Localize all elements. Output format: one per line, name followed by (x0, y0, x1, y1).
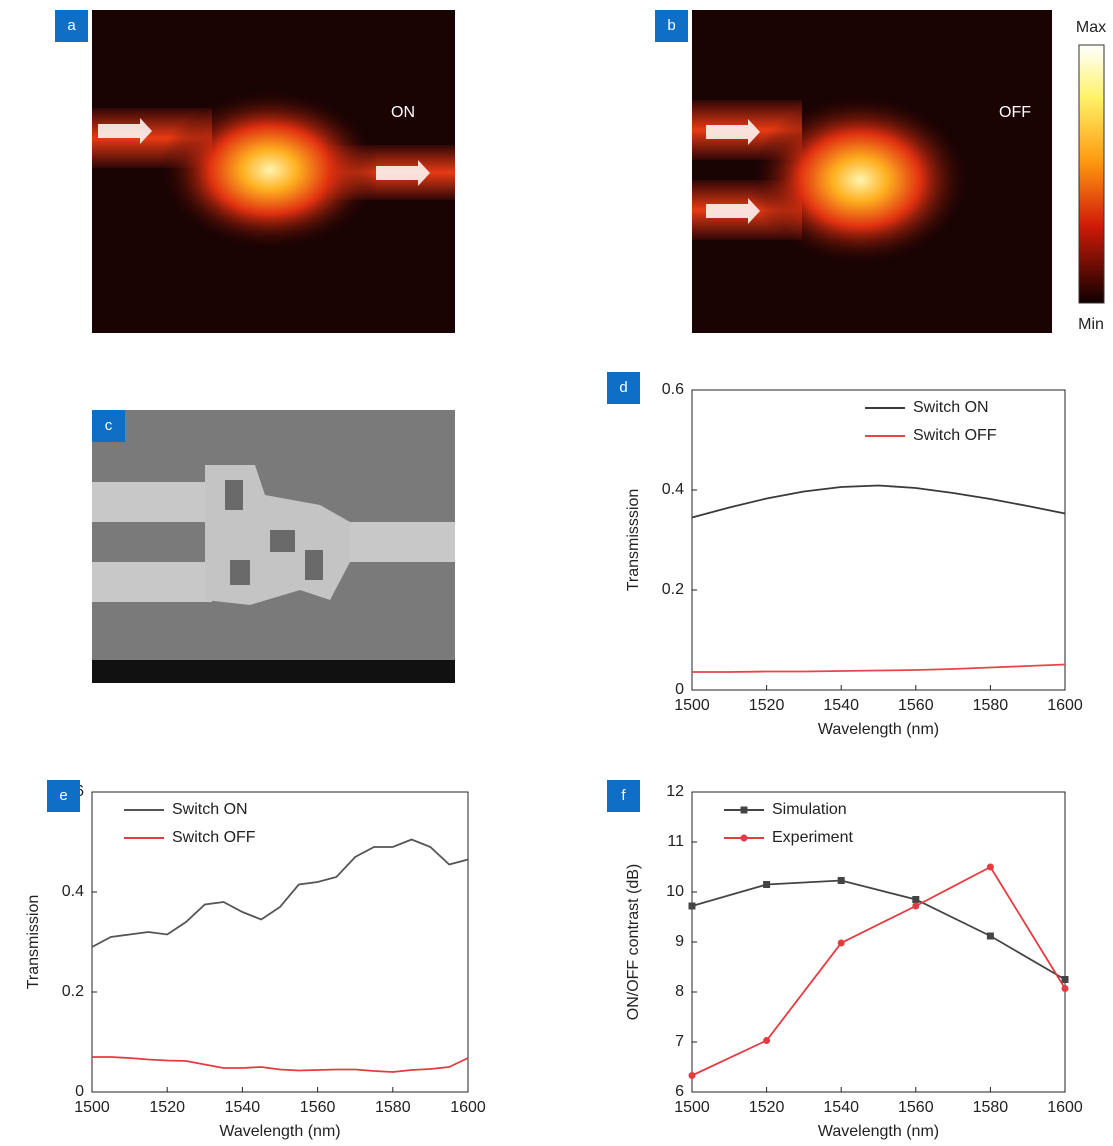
x-tick-label: 1560 (898, 697, 934, 714)
x-tick-label: 1500 (674, 697, 710, 714)
legend-label: Switch OFF (172, 829, 256, 846)
legend-label: Experiment (772, 829, 853, 846)
x-tick-label: 1520 (749, 697, 785, 714)
waveguide (350, 522, 455, 562)
x-tick-label: 1540 (225, 1099, 261, 1116)
y-tick-label: 9 (675, 933, 684, 950)
x-tick-label: 1520 (149, 1099, 185, 1116)
hot-region (160, 90, 380, 250)
legend-label: Switch OFF (913, 427, 997, 444)
page: ON a OFF b Max Min c 1500 1520 1540 1560 158… (0, 0, 1113, 1146)
y-tick-label: 8 (675, 983, 684, 1000)
colorbar (1079, 45, 1104, 303)
point-marker (838, 877, 845, 884)
colorbar-min: Min (1078, 316, 1104, 333)
legend-label: Switch ON (913, 399, 989, 416)
point-marker (912, 903, 919, 910)
point-marker (689, 1072, 696, 1079)
figure: ON a OFF b Max Min c 1500 1520 1540 1560 158… (0, 0, 1113, 1146)
panel-label: b (667, 17, 675, 34)
point-marker (912, 896, 919, 903)
point-marker (838, 940, 845, 947)
hole (305, 550, 323, 580)
point-marker (1062, 985, 1069, 992)
y-axis-label: Transmisssion (625, 489, 642, 592)
field-map-off: OFF b Max Min (655, 10, 1106, 333)
point-marker (987, 933, 994, 940)
y-axis-label: ON/OFF contrast (dB) (625, 864, 642, 1020)
y-tick-label: 0.2 (662, 581, 684, 598)
x-tick-label: 1500 (74, 1099, 110, 1116)
legend-marker (741, 835, 748, 842)
x-tick-label: 1600 (1047, 697, 1083, 714)
sem-info-bar (92, 660, 455, 683)
legend-label: Simulation (772, 801, 847, 818)
legend-label: Switch ON (172, 801, 248, 818)
x-axis-label: Wavelength (nm) (818, 721, 939, 738)
x-tick-label: 1540 (823, 697, 859, 714)
hole (225, 480, 243, 510)
point-marker (763, 1037, 770, 1044)
y-tick-label: 6 (675, 1083, 684, 1100)
state-label: ON (391, 104, 415, 121)
y-axis-label: Transmission (25, 895, 42, 990)
x-tick-label: 1560 (898, 1099, 934, 1116)
state-label: OFF (999, 104, 1031, 121)
point-marker (689, 903, 696, 910)
point-marker (1062, 976, 1069, 983)
x-axis-label: Wavelength (nm) (219, 1123, 340, 1140)
x-tick-label: 1520 (749, 1099, 785, 1116)
x-axis-label: Wavelength (nm) (818, 1123, 939, 1140)
series-line (692, 881, 1065, 980)
x-tick-label: 1600 (1047, 1099, 1083, 1116)
hole (270, 530, 295, 552)
y-tick-label: 0.4 (62, 883, 84, 900)
y-tick-label: 7 (675, 1033, 684, 1050)
y-tick-label: 12 (666, 783, 684, 800)
y-tick-label: 10 (666, 883, 684, 900)
series-line (692, 665, 1065, 673)
point-marker (987, 864, 994, 871)
hole (230, 560, 250, 585)
x-tick-label: 1580 (973, 1099, 1009, 1116)
x-tick-label: 1560 (300, 1099, 336, 1116)
point-marker (763, 881, 770, 888)
sem-image: c (92, 410, 455, 683)
chart: 1500 1520 1540 1560 1580 1600 0 0.2 0.4 0.6 Wavele… (607, 372, 1083, 738)
y-tick-label: 0 (675, 681, 684, 698)
series-line (692, 486, 1065, 518)
series-line (92, 840, 468, 948)
field-map-on: ON a (55, 10, 455, 333)
panel-label: c (105, 417, 113, 434)
x-tick-label: 1600 (450, 1099, 486, 1116)
x-tick-label: 1500 (674, 1099, 710, 1116)
legend-marker (741, 807, 748, 814)
waveguide (92, 482, 212, 522)
y-tick-label: 0.6 (662, 381, 684, 398)
x-tick-label: 1540 (823, 1099, 859, 1116)
series-line (92, 1057, 468, 1072)
panel-label: d (619, 379, 627, 396)
chart: 1500 1520 1540 1560 1580 1600 6 7 8 9 10 11 12 Wavele… (607, 780, 1083, 1140)
panel-label: e (59, 787, 67, 804)
y-tick-label: 0.2 (62, 983, 84, 1000)
waveguide (92, 562, 212, 602)
hot-region (750, 95, 970, 265)
y-tick-label: 0 (75, 1083, 84, 1100)
chart: 15001520154015601580160000.20.40.6Wavele… (25, 780, 486, 1140)
colorbar-max: Max (1076, 19, 1106, 36)
x-tick-label: 1580 (973, 697, 1009, 714)
x-tick-label: 1580 (375, 1099, 411, 1116)
y-tick-label: 0.4 (662, 481, 684, 498)
series-line (692, 867, 1065, 1076)
y-tick-label: 11 (667, 833, 684, 850)
panel-label: a (67, 17, 76, 34)
